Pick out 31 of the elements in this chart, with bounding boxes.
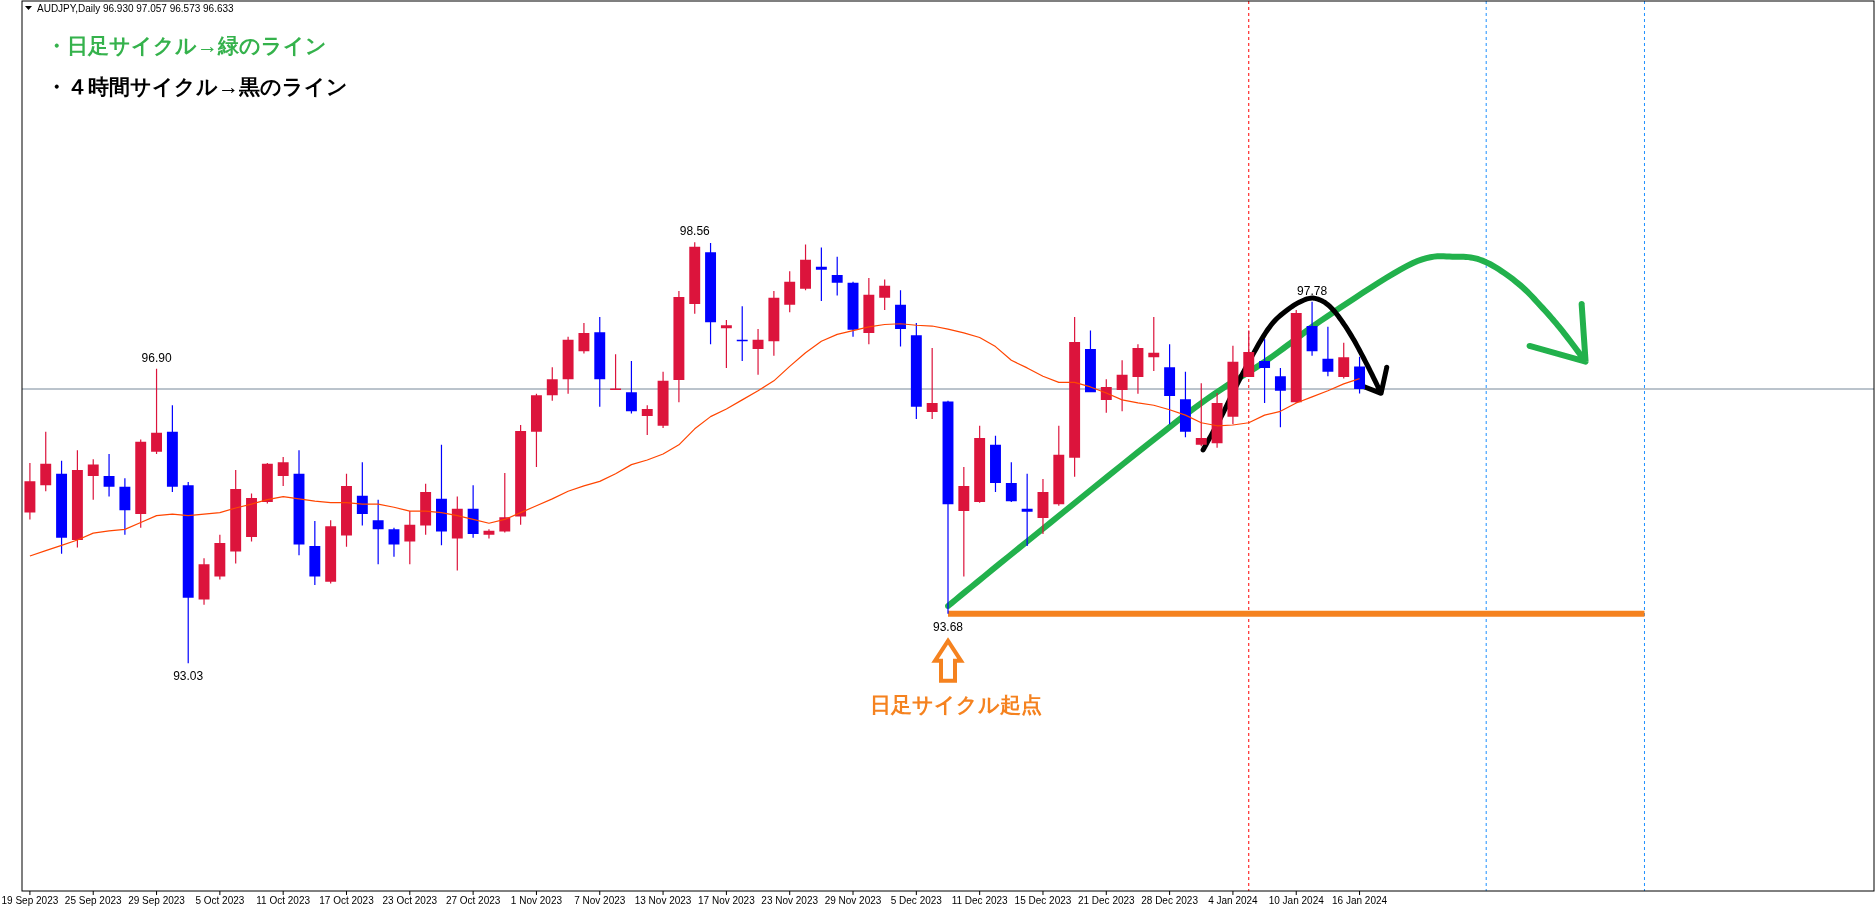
x-tick-label: 17 Oct 2023: [319, 895, 375, 906]
annotation: 98.56: [679, 224, 711, 239]
annotation: 93.03: [173, 669, 204, 684]
x-tick-label: 23 Oct 2023: [382, 895, 438, 906]
text: ・日足サイクル→緑のライン: [46, 34, 327, 57]
x-tick-label: 21 Dec 2023: [1077, 895, 1136, 906]
x-tick-label: 13 Nov 2023: [634, 895, 692, 906]
x-tick-label: 11 Oct 2023: [256, 895, 311, 906]
annotation: 93.68: [932, 619, 964, 634]
annotation: 96.90: [141, 350, 172, 365]
x-tick-label: 11 Dec 2023: [951, 895, 1009, 906]
text: ・４時間サイクル→黒のライン: [46, 75, 348, 98]
x-tick-label: 23 Nov 2023: [761, 895, 819, 906]
x-tick-label: 10 Jan 2024: [1268, 895, 1325, 906]
x-tick-label: 28 Dec 2023: [1141, 895, 1199, 906]
x-tick-label: 15 Dec 2023: [1014, 895, 1072, 906]
x-tick-label: 29 Nov 2023: [824, 895, 882, 906]
x-tick-label: 19 Sep 2023: [1, 895, 59, 906]
x-tick-label: 27 Oct 2023: [445, 895, 501, 906]
x-tick-label: 7 Nov 2023: [574, 895, 626, 906]
annotation: 97.78: [1297, 283, 1328, 298]
x-tick-label: 16 Jan 2024: [1332, 895, 1388, 906]
chart-title: AUDJPY,Daily 96.930 97.057 96.573 96.633: [37, 3, 235, 14]
x-tick-label: 5 Dec 2023: [890, 895, 943, 906]
x-tick-label: 25 Sep 2023: [64, 895, 123, 906]
x-tick-label: 5 Oct 2023: [195, 895, 245, 906]
x-tick-label: 29 Sep 2023: [128, 895, 186, 906]
x-tick-label: 4 Jan 2024: [1208, 895, 1259, 906]
x-tick-label: 1 Nov 2023: [510, 895, 563, 906]
text: 日足サイクル起点: [870, 692, 1042, 717]
x-tick-label: 17 Nov 2023: [698, 895, 756, 906]
